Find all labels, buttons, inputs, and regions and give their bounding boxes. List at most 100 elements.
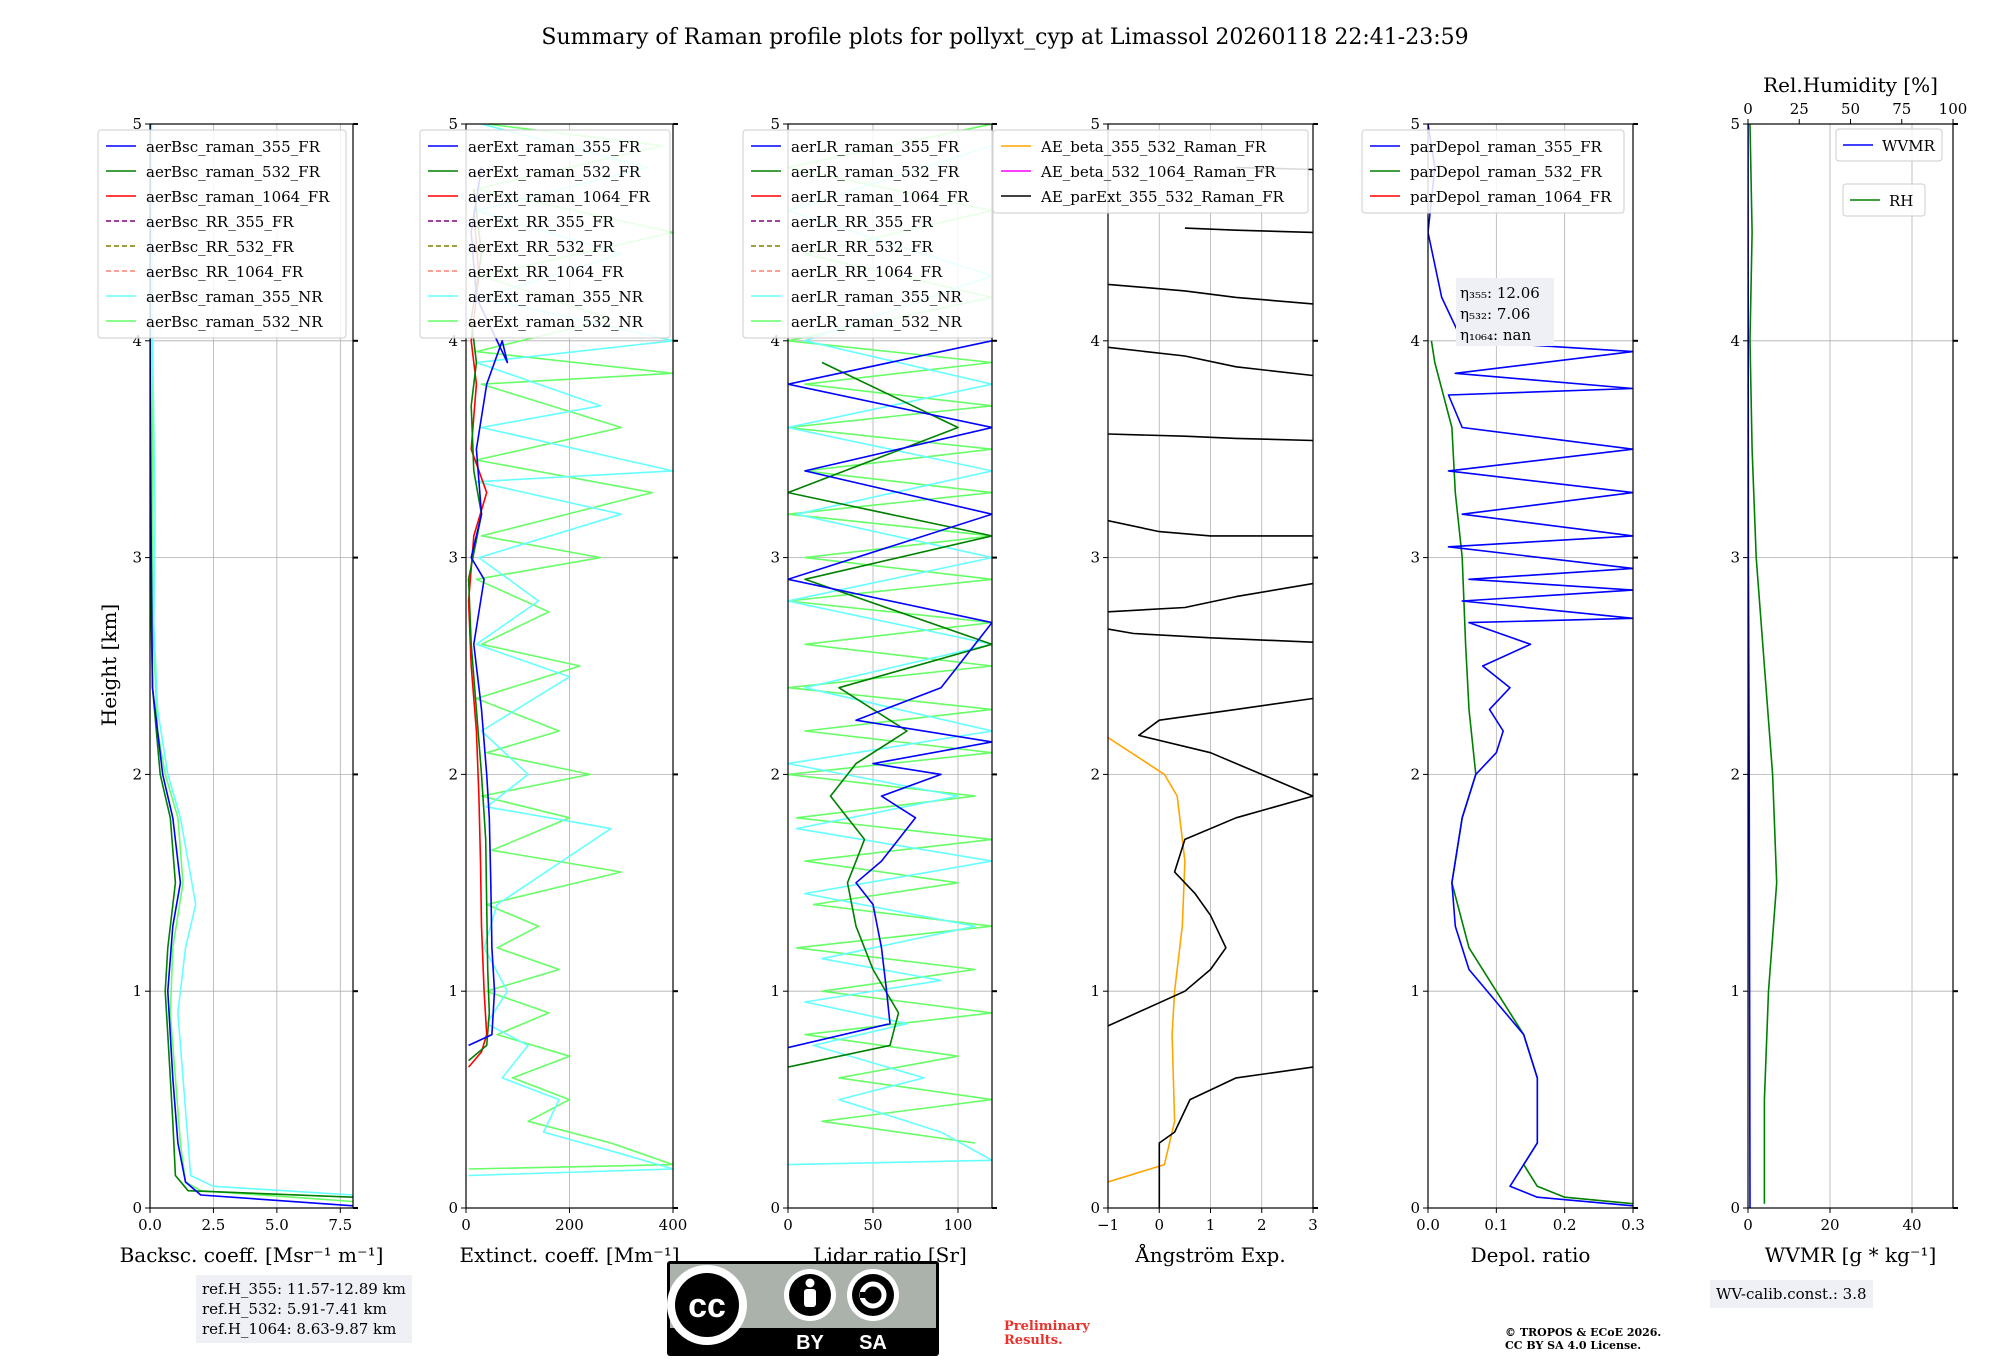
depol-xtick-label: 0.2 (1553, 1216, 1577, 1234)
depol-eta-line: η₃₅₅: 12.06 (1460, 284, 1540, 302)
bsc-legend: aerBsc_raman_355_FR aerBsc_raman_532_FRae… (97, 129, 347, 339)
bsc-xtick-label: 2.5 (202, 1216, 226, 1234)
depol-legend-box (1361, 129, 1625, 214)
ae-legend-box (992, 129, 1309, 214)
ae-xtick-label: −1 (1097, 1216, 1119, 1234)
ae-legend-label: AE_beta_532_1064_Raman_FR (1040, 163, 1276, 181)
bsc-xtick-label: 0.0 (138, 1216, 162, 1234)
depol-eta-line: η₅₃₂: 7.06 (1460, 305, 1530, 323)
wv-ytick-label: 4 (1730, 332, 1740, 350)
bsc-legend-label: aerBsc_raman_355_FR (146, 138, 321, 156)
cc-license-badge: cc BY SA (667, 1261, 939, 1356)
lr-legend-label: aerLR_RR_355_FR (791, 213, 933, 231)
depol-series-pardepol-raman-532-fr (1430, 340, 1633, 1205)
ext-xtick-label: 0 (461, 1216, 471, 1234)
wv-ytick-label: 0 (1730, 1199, 1740, 1217)
bsc-legend-label: aerBsc_raman_532_FR (146, 163, 321, 181)
wv-calib-text: WV-calib.const.: 3.8 (1716, 1285, 1867, 1303)
ae-xtick-label: 0 (1154, 1216, 1164, 1234)
lr-legend-label: aerLR_raman_1064_FR (791, 188, 969, 206)
ae-series-ae-parext-355-532-raman-fr (1108, 697, 1313, 1027)
ext-ytick-label: 3 (448, 549, 458, 567)
ext-ytick-label: 0 (448, 1199, 458, 1217)
by-icon-body (804, 1289, 816, 1307)
depol-xlabel: Depol. ratio (1471, 1243, 1591, 1267)
sa-icon-ring (852, 1274, 894, 1316)
ext-legend-label: aerExt_RR_355_FR (468, 213, 615, 231)
depol-legend-label: parDepol_raman_532_FR (1410, 163, 1603, 181)
ext-ytick-label: 4 (448, 332, 458, 350)
depol-eta-annotation: η₃₅₅: 12.06 η₅₃₂: 7.06 η₁₀₆₄: nan (1456, 278, 1554, 346)
preliminary-note: Preliminary Results. (1004, 1320, 1090, 1348)
lr-series-aerlr-raman-532-fr (788, 361, 992, 1068)
copyright-line-2: CC BY SA 4.0 License. (1505, 1339, 1642, 1352)
bsc-legend-label: aerBsc_RR_355_FR (146, 213, 294, 231)
copyright-line-1: © TROPOS & ECoE 2026. (1505, 1326, 1662, 1339)
lr-legend: aerLR_raman_355_FR aerLR_raman_532_FR aerL… (742, 129, 994, 339)
ext-ytick-label: 5 (448, 115, 458, 133)
depol-eta-line: η₁₀₆₄: nan (1460, 326, 1531, 344)
ext-xtick-label: 200 (555, 1216, 584, 1234)
lr-ytick-label: 1 (770, 982, 780, 1000)
lr-ytick-label: 5 (770, 115, 780, 133)
wv-xtick-label: 20 (1820, 1216, 1839, 1234)
cc-icon-text: cc (688, 1287, 726, 1325)
ref-h-355: ref.H_355: 11.57-12.89 km (202, 1280, 406, 1298)
depol-ytick-label: 5 (1410, 115, 1420, 133)
ext-legend: aerExt_raman_355_FR aerExt_raman_532_FRae… (419, 129, 671, 339)
ext-series-group (467, 124, 673, 1177)
sa-label: SA (859, 1332, 887, 1354)
wv-legend-box-rh (1842, 183, 1926, 217)
bsc-series-aerbsc-raman-355-nr (150, 124, 353, 1196)
ext-legend-label: aerExt_RR_1064_FR (468, 263, 624, 281)
depol-xtick-label: 0.3 (1621, 1216, 1645, 1234)
depol-legend: parDepol_raman_355_FR parDepol_raman_532_… (1361, 129, 1625, 214)
bsc-series-aerbsc-raman-355-fr (150, 124, 353, 1207)
ae-ytick-label: 4 (1090, 332, 1100, 350)
bsc-ytick-label: 1 (132, 982, 142, 1000)
lr-ytick-label: 0 (770, 1199, 780, 1217)
bsc-ytick-label: 2 (132, 765, 142, 783)
ae-series-ae-parext-355-532-raman-fr (1184, 227, 1313, 234)
lr-ytick-label: 4 (770, 332, 780, 350)
bsc-series-aerbsc-raman-532-nr (150, 124, 353, 1203)
lr-ytick-label: 2 (770, 765, 780, 783)
ext-series-aerext-raman-1064-fr (467, 210, 488, 1068)
ext-legend-label: aerExt_raman_355_NR (468, 288, 644, 306)
ae-legend-label: AE_beta_355_532_Raman_FR (1040, 138, 1267, 156)
depol-panel: 0.0 0.1 0.2 0.3 0 1 2 3 4 5 Depol. ratio parDepol_r… (1361, 115, 1645, 1267)
preliminary-line-2: Results. (1004, 1333, 1063, 1348)
ae-series-ae-parext-355-532-raman-fr (1108, 283, 1313, 305)
ae-series-ae-parext-355-532-raman-fr (1108, 346, 1313, 377)
lr-ytick-label: 3 (770, 549, 780, 567)
depol-legend-label: parDepol_raman_355_FR (1410, 138, 1603, 156)
ext-legend-box (419, 129, 671, 339)
ext-ytick-label: 2 (448, 765, 458, 783)
copyright-note: © TROPOS & ECoE 2026. CC BY SA 4.0 Licen… (1505, 1326, 1661, 1352)
lr-series-aerlr-raman-532-nr (788, 124, 992, 1144)
ext-xtick-label: 400 (659, 1216, 688, 1234)
ext-xlabel: Extinct. coeff. [Mm⁻¹] (459, 1243, 679, 1267)
ext-series-aerext-raman-532-nr (468, 124, 673, 1170)
depol-xtick-label: 0.1 (1484, 1216, 1508, 1234)
wv-top-xtick-label: 0 (1743, 100, 1753, 118)
lr-legend-label: aerLR_RR_532_FR (791, 238, 933, 256)
ae-series-ae-parext-355-532-raman-fr (1108, 433, 1313, 442)
wv-ytick-label: 1 (1730, 982, 1740, 1000)
bsc-legend-label: aerBsc_RR_532_FR (146, 238, 294, 256)
lr-legend-label: aerLR_raman_532_FR (791, 163, 960, 181)
wv-calib-box: WV-calib.const.: 3.8 (1710, 1280, 1873, 1308)
bsc-legend-label: aerBsc_raman_355_NR (146, 288, 323, 306)
ae-legend-label: AE_parExt_355_532_Raman_FR (1040, 188, 1285, 206)
wv-xlabel: WVMR [g * kg⁻¹] (1765, 1243, 1937, 1267)
bsc-legend-box (97, 129, 347, 339)
bsc-axes-frame (149, 123, 354, 1209)
by-label: BY (796, 1332, 824, 1354)
wv-top-xtick-label: 50 (1841, 100, 1860, 118)
ae-ytick-label: 3 (1090, 549, 1100, 567)
ae-series-ae-parext-355-532-raman-fr (1108, 519, 1313, 537)
wv-ytick-label: 5 (1730, 115, 1740, 133)
